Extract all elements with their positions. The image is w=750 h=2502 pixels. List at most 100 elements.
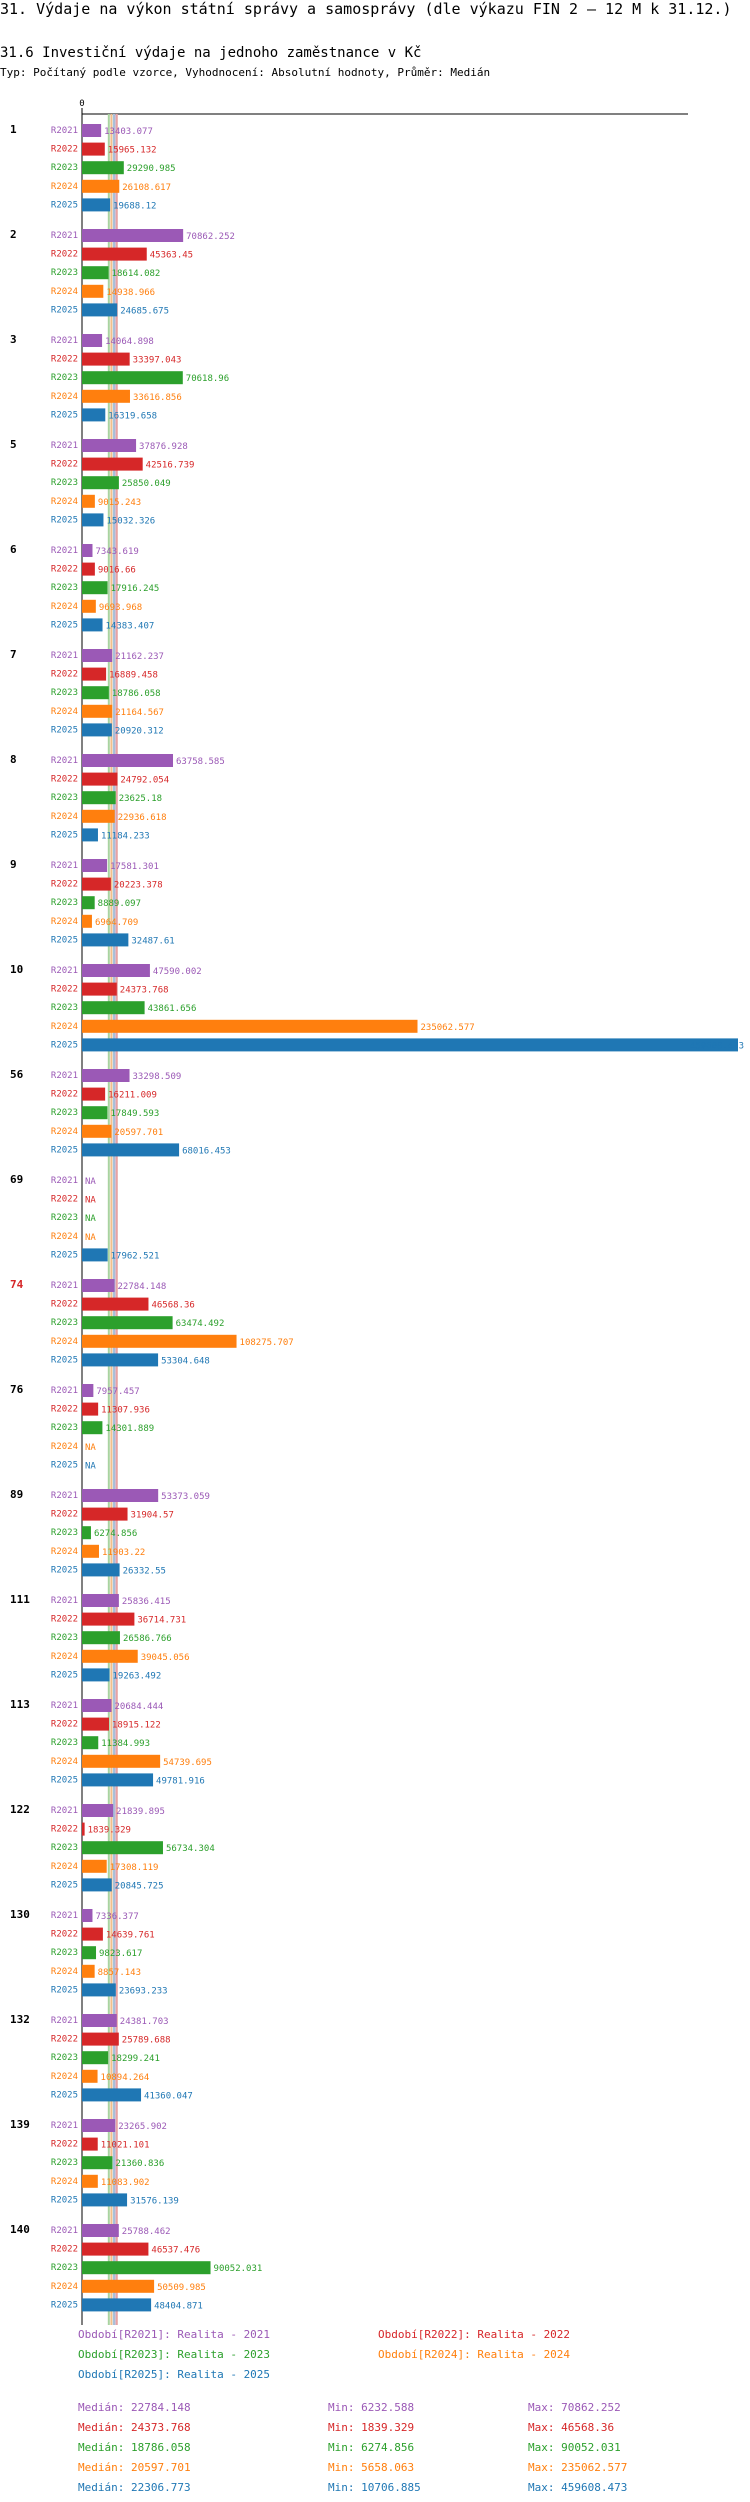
bar: [82, 1841, 163, 1855]
data-label: 25789.688: [122, 2036, 171, 2046]
data-label: 33397.043: [133, 356, 182, 366]
bar: [82, 1878, 112, 1892]
data-label: NA: [85, 1214, 96, 1224]
series-label: R2025: [51, 1460, 78, 1470]
series-label: R2021: [51, 2121, 78, 2131]
series-label: R2024: [51, 497, 78, 507]
series-label: R2022: [51, 1825, 78, 1835]
bar: [82, 544, 93, 557]
bar: [82, 2298, 152, 2312]
bar: [82, 828, 98, 842]
data-label: 17308.119: [110, 1863, 159, 1873]
series-label: R2023: [51, 1528, 78, 1538]
series-label: R2021: [51, 1806, 78, 1816]
data-label: 42516.739: [146, 461, 195, 471]
series-label: R2022: [51, 985, 78, 995]
group-label: 69: [10, 1173, 23, 1186]
data-label: 10894.264: [101, 2073, 150, 2083]
x-axis-zero-label: 0: [79, 99, 84, 109]
data-label: 33616.856: [133, 393, 182, 403]
data-label: 11021.101: [101, 2141, 150, 2151]
bar: [82, 1316, 173, 1330]
data-label: 14064.898: [105, 337, 154, 347]
series-label: R2023: [51, 793, 78, 803]
data-label: 43861.656: [148, 1004, 197, 1014]
bar: [82, 982, 117, 996]
data-label: 22936.618: [118, 813, 167, 823]
data-label: 25788.462: [122, 2227, 171, 2237]
data-label: 20684.444: [115, 1702, 164, 1712]
page-title: 31. Výdaje na výkon státní správy a samo…: [0, 0, 732, 18]
data-label: NA: [85, 1196, 96, 1206]
data-label: 54739.695: [163, 1758, 212, 1768]
data-label: 17849.593: [110, 1109, 159, 1119]
data-label: 1839.329: [88, 1826, 131, 1836]
series-label: R2023: [51, 1318, 78, 1328]
bar: [82, 371, 183, 385]
bar: [82, 1038, 738, 1052]
data-label: 25836.415: [122, 1597, 171, 1607]
series-label: R2021: [51, 2226, 78, 2236]
series-label: R2021: [51, 546, 78, 556]
bar: [82, 1804, 114, 1817]
bar: [82, 1106, 108, 1120]
series-label: R2022: [51, 1615, 78, 1625]
data-label: 23693.233: [119, 1986, 168, 1996]
series-label: R2024: [51, 1127, 78, 1137]
series-label: R2022: [51, 1300, 78, 1310]
data-label: 8889.097: [98, 899, 141, 909]
series-label: R2024: [51, 917, 78, 927]
bar: [82, 1143, 180, 1157]
series-label: R2023: [51, 583, 78, 593]
series-label: R2025: [51, 1880, 78, 1890]
group-label: 10: [10, 963, 23, 976]
data-label: 16211.009: [108, 1091, 157, 1101]
bar: [82, 457, 143, 471]
data-label: 29290.985: [127, 164, 176, 174]
bar: [82, 439, 137, 452]
series-label: R2024: [51, 182, 78, 192]
bar: [82, 914, 92, 928]
bar: [82, 1909, 93, 1922]
bar: [82, 161, 124, 175]
chart-parameters: Typ: Počítaný podle vzorce, Vyhodnocení:…: [0, 66, 491, 79]
series-label: R2025: [51, 1775, 78, 1785]
data-label: 26586.766: [123, 1634, 172, 1644]
group-label: 74: [10, 1278, 24, 1291]
series-label: R2024: [51, 2177, 78, 2187]
bar: [82, 389, 130, 403]
bar: [82, 352, 130, 366]
bar: [82, 1384, 94, 1397]
data-label: NA: [85, 1233, 96, 1243]
bar: [82, 1699, 112, 1712]
series-label: R2023: [51, 2158, 78, 2168]
bar: [82, 1668, 110, 1682]
series-label: R2022: [51, 1930, 78, 1940]
data-label: 235062.577: [421, 1023, 475, 1033]
series-label: R2021: [51, 1071, 78, 1081]
data-label: 47590.002: [153, 967, 202, 977]
group-label: 89: [10, 1488, 23, 1501]
legend-item-r2025: Období[R2025]: Realita - 2025: [78, 2368, 271, 2381]
bar: [82, 618, 103, 632]
series-label: R2021: [51, 1281, 78, 1291]
bar: [82, 2174, 98, 2188]
bar: [82, 2069, 98, 2083]
data-label: 21839.895: [116, 1807, 165, 1817]
bar: [82, 2119, 116, 2132]
series-label: R2025: [51, 1355, 78, 1365]
bar: [82, 266, 109, 280]
data-label: 46568.36: [151, 1301, 194, 1311]
series-label: R2022: [51, 2245, 78, 2255]
data-label: 18299.241: [111, 2054, 160, 2064]
series-label: R2025: [51, 410, 78, 420]
series-label: R2021: [51, 2016, 78, 2026]
stat-max-r2024: Max: 235062.577: [528, 2461, 628, 2474]
data-label: 17581.301: [110, 862, 159, 872]
series-label: R2024: [51, 392, 78, 402]
series-label: R2021: [51, 1176, 78, 1186]
data-label: 9693.968: [99, 603, 142, 613]
data-label: 20845.725: [115, 1881, 164, 1891]
bar: [82, 667, 107, 681]
series-label: R2023: [51, 688, 78, 698]
